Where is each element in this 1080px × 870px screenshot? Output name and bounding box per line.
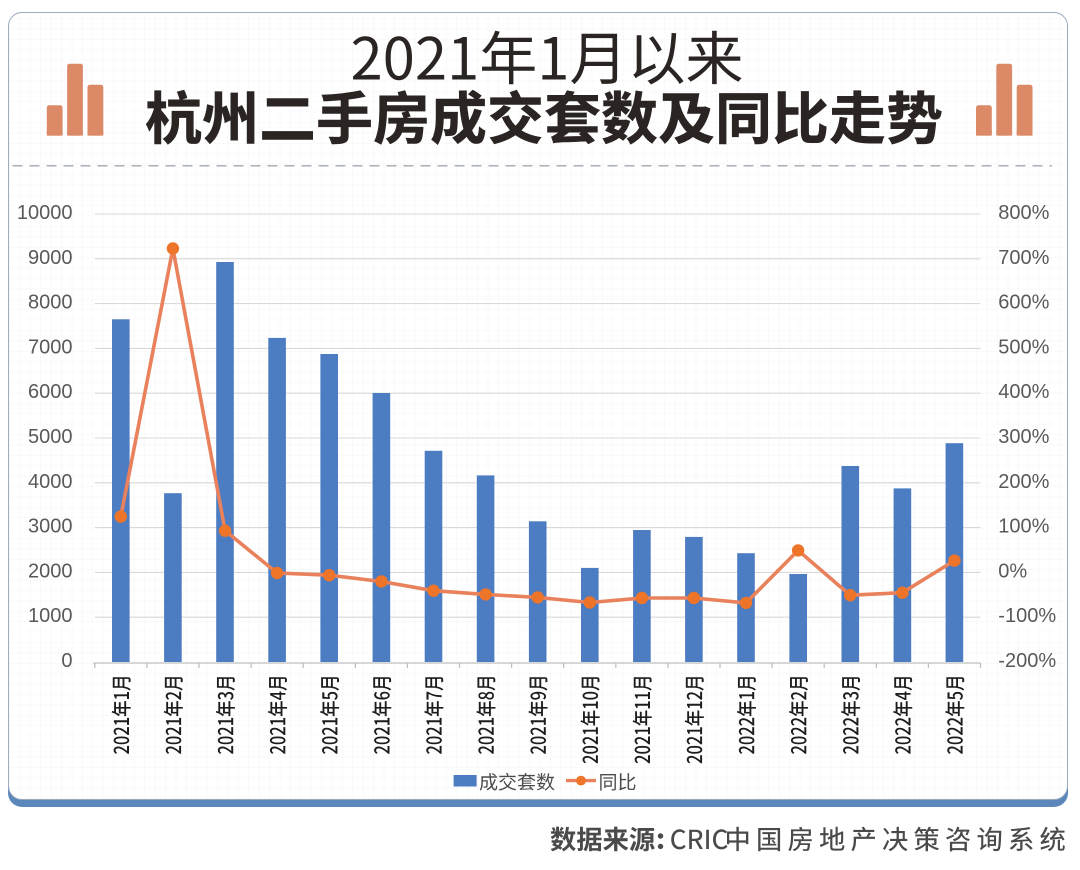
svg-text:3000: 3000 bbox=[28, 516, 73, 538]
svg-text:6000: 6000 bbox=[28, 381, 73, 403]
svg-text:200%: 200% bbox=[998, 471, 1049, 493]
svg-text:400%: 400% bbox=[998, 381, 1049, 403]
svg-text:-200%: -200% bbox=[998, 650, 1056, 672]
svg-text:4000: 4000 bbox=[28, 471, 73, 493]
svg-text:10000: 10000 bbox=[17, 202, 73, 224]
svg-text:7000: 7000 bbox=[28, 336, 73, 358]
svg-text:-100%: -100% bbox=[998, 605, 1056, 627]
svg-text:700%: 700% bbox=[998, 247, 1049, 269]
svg-text:1000: 1000 bbox=[28, 605, 73, 627]
svg-text:5000: 5000 bbox=[28, 426, 73, 448]
svg-text:9000: 9000 bbox=[28, 247, 73, 269]
svg-text:300%: 300% bbox=[998, 426, 1049, 448]
svg-text:500%: 500% bbox=[998, 336, 1049, 358]
svg-text:800%: 800% bbox=[998, 202, 1049, 224]
svg-text:100%: 100% bbox=[998, 516, 1049, 538]
svg-text:600%: 600% bbox=[998, 292, 1049, 314]
svg-text:0: 0 bbox=[61, 650, 72, 672]
svg-text:2000: 2000 bbox=[28, 560, 73, 582]
svg-text:0%: 0% bbox=[998, 560, 1027, 582]
svg-text:8000: 8000 bbox=[28, 292, 73, 314]
